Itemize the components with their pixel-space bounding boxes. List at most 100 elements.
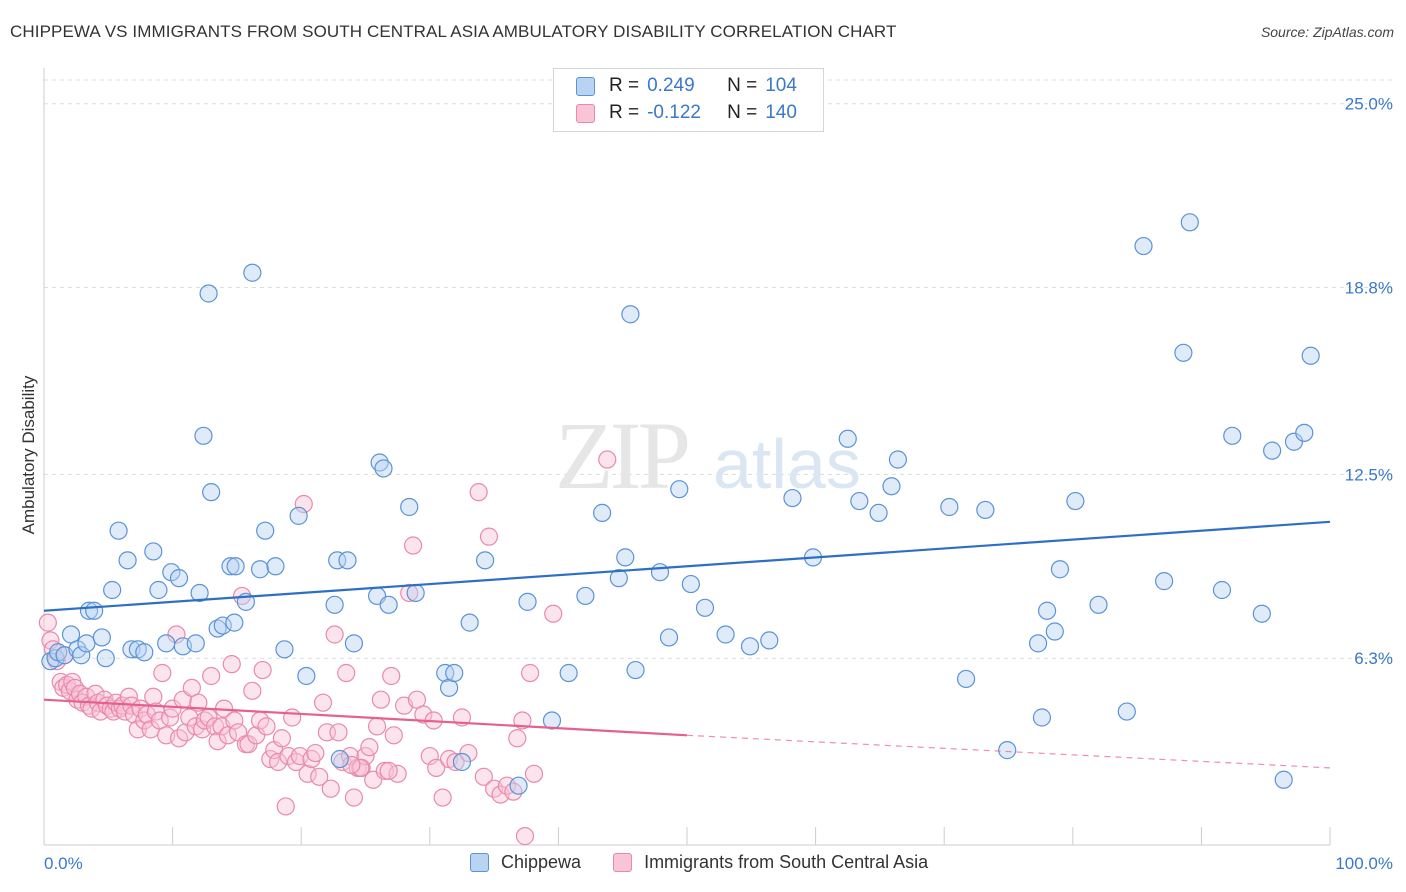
data-point-immigrants — [446, 752, 465, 772]
data-point-chippewa — [609, 569, 628, 588]
r-label: R = — [609, 75, 640, 96]
data-point-immigrants — [344, 788, 364, 807]
series-chippewa-points — [41, 213, 1320, 795]
data-point-immigrants — [306, 743, 325, 763]
data-point-chippewa — [998, 741, 1017, 760]
tick-labels: 6.3% 12.5% 18.8% 25.0% 0.0% 100.0% — [44, 95, 1393, 873]
data-point-immigrants — [257, 717, 276, 736]
trend-lines — [43, 520, 1331, 769]
data-point-chippewa — [1028, 634, 1048, 653]
data-point-chippewa — [838, 429, 857, 448]
r-label: R = — [609, 102, 640, 123]
data-point-immigrants — [153, 663, 172, 683]
data-point-immigrants — [544, 604, 563, 623]
data-point-immigrants — [272, 729, 292, 748]
data-point-chippewa — [559, 663, 578, 683]
data-point-chippewa — [250, 560, 270, 579]
data-point-chippewa — [169, 569, 189, 588]
data-point-chippewa — [1134, 236, 1153, 256]
data-point-immigrants — [524, 764, 544, 783]
data-point-immigrants — [508, 729, 527, 748]
data-point-immigrants — [427, 758, 446, 778]
n-value: 140 — [765, 102, 797, 123]
source-label: Source: ZipAtlas.com — [1260, 24, 1394, 40]
data-point-immigrants — [371, 690, 391, 709]
data-point-immigrants — [325, 625, 344, 644]
trend-line-immigrants-extension — [686, 734, 1331, 769]
data-point-immigrants — [515, 827, 535, 846]
data-point-immigrants — [253, 660, 272, 680]
data-point-immigrants — [208, 732, 227, 751]
data-point-chippewa — [190, 583, 209, 603]
data-point-immigrants — [474, 767, 493, 786]
data-point-chippewa — [1180, 213, 1199, 232]
legend-item-chippewa[interactable]: Chippewa — [470, 852, 581, 873]
data-point-immigrants — [459, 743, 478, 763]
r-value: -0.122 — [647, 102, 701, 123]
data-point-chippewa — [1089, 595, 1108, 614]
trend-line-chippewa — [43, 520, 1331, 612]
data-point-immigrants — [360, 738, 379, 757]
data-point-chippewa — [1066, 491, 1085, 511]
y-tick-label: 18.8% — [1345, 279, 1393, 298]
legend-swatch-blue — [470, 853, 489, 872]
legend-label: Chippewa — [501, 852, 582, 872]
n-value: 104 — [765, 75, 797, 96]
data-point-chippewa — [593, 503, 612, 523]
data-point-immigrants — [283, 708, 302, 727]
legend-row-chippewa: R = 0.249 N = 104 — [576, 74, 797, 98]
data-point-chippewa — [740, 637, 760, 656]
data-point-chippewa — [297, 666, 316, 686]
data-point-chippewa — [406, 583, 425, 603]
legend-label: Immigrants from South Central Asia — [644, 852, 929, 872]
data-point-immigrants — [310, 767, 329, 786]
data-point-immigrants — [205, 717, 225, 736]
data-point-chippewa — [850, 491, 869, 511]
legend-item-immigrants[interactable]: Immigrants from South Central Asia — [613, 852, 928, 873]
data-point-chippewa — [149, 580, 168, 600]
data-point-immigrants — [294, 494, 313, 514]
data-point-chippewa — [338, 551, 357, 570]
data-point-chippewa — [118, 551, 137, 570]
data-point-chippewa — [213, 616, 232, 635]
data-point-chippewa — [882, 477, 901, 496]
data-point-immigrants — [384, 726, 403, 745]
data-point-immigrants — [367, 717, 387, 736]
data-point-chippewa — [330, 749, 349, 769]
data-point-immigrants — [202, 666, 221, 686]
data-point-immigrants — [313, 693, 333, 712]
data-point-immigrants — [180, 708, 199, 727]
data-point-chippewa — [374, 459, 393, 478]
data-point-immigrants — [469, 483, 488, 502]
data-point-chippewa — [1252, 604, 1271, 623]
data-point-immigrants — [329, 723, 348, 742]
data-point-chippewa — [109, 521, 128, 540]
watermark-zip: ZIP — [555, 402, 688, 509]
data-point-chippewa — [400, 497, 419, 517]
data-point-chippewa — [695, 598, 715, 617]
data-point-chippewa — [445, 663, 464, 683]
data-point-chippewa — [225, 613, 244, 632]
data-point-immigrants — [38, 613, 57, 632]
data-point-chippewa — [1274, 770, 1293, 789]
data-point-chippewa — [716, 625, 735, 644]
y-tick-label: 12.5% — [1345, 465, 1393, 484]
data-point-chippewa — [135, 643, 154, 662]
series-legend: Chippewa Immigrants from South Central A… — [470, 852, 960, 873]
data-point-chippewa — [542, 711, 562, 730]
r-value: 0.249 — [647, 75, 695, 96]
data-point-chippewa — [103, 580, 122, 600]
data-point-chippewa — [275, 640, 294, 659]
data-point-immigrants — [128, 720, 147, 739]
data-point-chippewa — [208, 619, 227, 638]
legend-swatch-pink — [576, 103, 595, 123]
data-point-chippewa — [325, 595, 344, 614]
data-point-chippewa — [1223, 426, 1242, 445]
data-point-chippewa — [243, 263, 262, 282]
data-point-chippewa — [96, 649, 115, 668]
data-point-immigrants — [414, 705, 433, 724]
data-point-immigrants — [144, 687, 163, 706]
data-point-immigrants — [337, 663, 356, 683]
data-point-chippewa — [157, 634, 176, 653]
data-point-chippewa — [1050, 560, 1070, 579]
